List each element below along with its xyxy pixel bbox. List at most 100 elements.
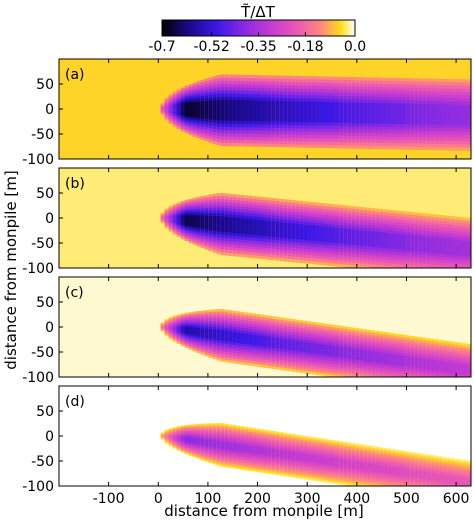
colorbar-tick-label: -0.7 [148,39,175,55]
wake-slice [462,477,468,486]
colorbar-ticks: -0.7 -0.52 -0.35 -0.18 0.0 [148,32,366,55]
wake-slice [351,348,356,360]
wake-slice [248,445,253,453]
heatmap-panel: -100 -50 0 50 (a) [22,58,472,168]
y-tick-label: -50 [31,236,54,252]
y-tick-label: -100 [22,479,54,495]
wake-slice [264,447,269,456]
wake-slice [271,221,277,237]
wake-slice [236,217,241,234]
wake-slice [279,101,285,122]
wake-slice [176,215,182,224]
x-tick-label: 0 [154,491,163,507]
wake-slice [347,460,352,468]
wake-slice [343,228,348,245]
wake-slice [216,329,221,340]
wake-slice [200,215,206,229]
wake-slice [410,357,416,368]
wake-slice [406,469,412,477]
panel-label: (c) [65,285,84,301]
wake-plume [160,420,471,486]
wake-slice [283,101,289,122]
wake-slice [331,458,337,466]
wake-slice [454,104,460,126]
wake-slice [252,219,257,235]
wake-slice [391,467,396,475]
colorbar-tick-label: -0.18 [287,39,323,55]
wake-slice [264,100,269,122]
wake-slice [303,341,309,353]
wake-slice [418,471,424,479]
y-tick-label: 50 [36,404,54,420]
wake-slice [375,351,380,363]
wake-plume [160,71,471,155]
wake-slice [315,343,321,355]
wake-slice [347,229,352,245]
wake-slice [343,347,348,359]
colorbar-label: T̃/ΔT [240,2,275,21]
y-tick-label: -50 [31,345,54,361]
wake-slice [291,223,297,239]
wake-slice [426,237,432,253]
wake-slice [303,224,309,241]
wake-slice [323,102,329,123]
panel-label: (a) [65,67,85,83]
wake-slice [164,435,170,438]
heatmap-panel: -100 -50 0 50 (d) [22,385,472,495]
y-tick-label: -100 [22,152,54,168]
wake-slice [279,338,285,350]
wake-slice [458,363,464,375]
wake-slice [295,340,301,352]
wake-slice [287,451,293,459]
wake-slice [200,328,206,337]
wake-slice [220,441,225,449]
wake-slice [403,468,408,477]
wake-slice [279,222,285,238]
wake-slice [466,478,471,486]
wake-slice [228,442,233,450]
panel-label: (b) [65,176,85,192]
y-tick-label: -50 [31,454,54,470]
heatmap-panel: -100 -50 0 50 (b) [22,167,472,277]
wake-slice [192,215,198,228]
wake-slice [319,344,325,355]
wake-slice [462,104,468,126]
wake-slice [438,238,444,254]
wake-slice [406,103,412,125]
wake-slice [180,326,186,334]
wake-slice [438,104,444,125]
wake-slice [311,101,317,123]
wake-slice [466,104,471,126]
wake-slice [399,103,404,125]
wake-slice [454,476,460,485]
wake-slice [454,239,460,256]
wake-slice [395,103,400,124]
wake-slice [192,327,198,336]
wake-slice [248,100,253,122]
wake-slice [244,100,249,121]
wake-slice [172,104,178,115]
x-tick-label: -100 [93,491,125,507]
wake-slice [303,101,309,123]
wake-slice [383,103,388,124]
wake-slice [426,104,432,125]
x-axis-label: distance from monpile [m] [164,502,363,520]
wake-slice [248,219,253,235]
wake-slice [216,440,221,449]
x-tick-label: 500 [393,491,420,507]
colorbar-tick-label: -0.35 [240,39,276,55]
wake-slice [323,456,329,465]
wake-slice [176,436,182,441]
y-tick-label: 50 [36,186,54,202]
y-tick-label: 0 [45,102,54,118]
wake-slice [172,326,178,332]
wake-slice [359,462,364,470]
wake-slice [458,240,464,256]
wake-slice [287,223,293,239]
colorbar-tick-label: -0.52 [194,39,230,55]
wake-slice [399,355,404,366]
panel-label: (d) [65,394,85,410]
wake-slice [236,443,241,452]
wake-slice [311,343,317,354]
